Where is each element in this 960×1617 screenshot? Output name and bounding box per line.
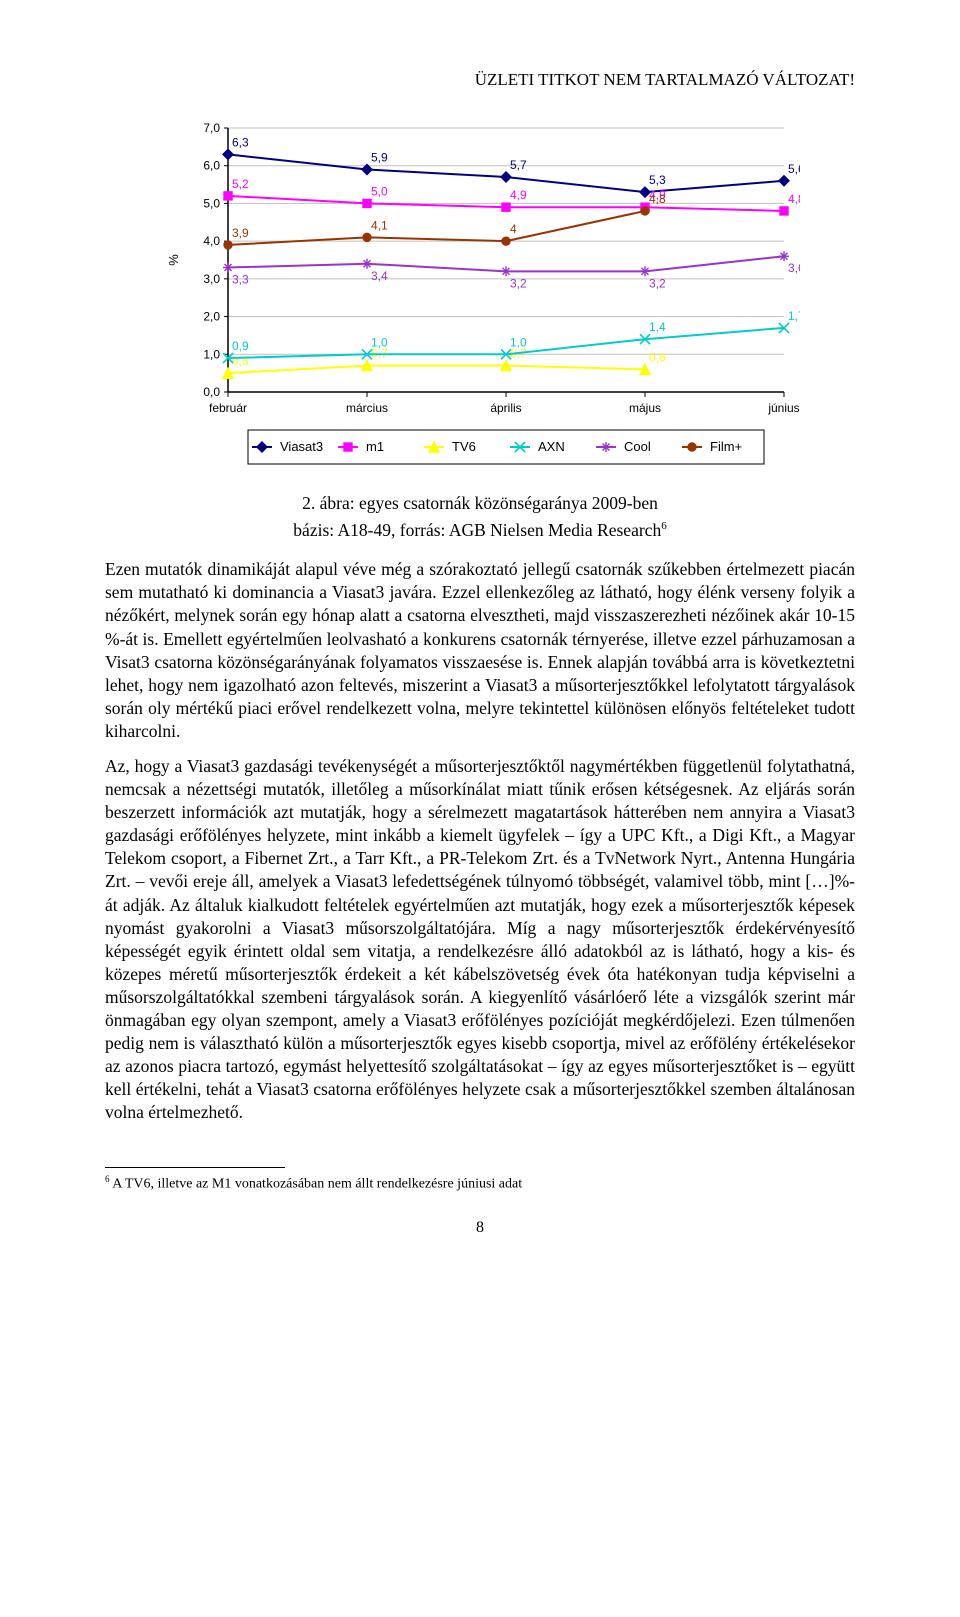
svg-text:3,3: 3,3 — [232, 273, 249, 287]
svg-text:1,7: 1,7 — [788, 309, 800, 323]
svg-text:3,0: 3,0 — [203, 272, 220, 286]
svg-text:AXN: AXN — [538, 439, 565, 454]
svg-text:1,0: 1,0 — [371, 335, 388, 349]
svg-text:4,8: 4,8 — [649, 192, 666, 206]
svg-text:6,0: 6,0 — [203, 159, 220, 173]
svg-text:Film+: Film+ — [710, 439, 742, 454]
footnote-6: 6 A TV6, illetve az M1 vonatkozásában ne… — [105, 1174, 855, 1194]
svg-text:5,3: 5,3 — [649, 173, 666, 187]
svg-text:3,9: 3,9 — [232, 226, 249, 240]
svg-text:4,0: 4,0 — [203, 234, 220, 248]
svg-text:3,4: 3,4 — [371, 269, 388, 283]
svg-text:7,0: 7,0 — [203, 121, 220, 135]
svg-text:5,0: 5,0 — [203, 196, 220, 210]
svg-text:április: április — [490, 401, 521, 415]
svg-text:4: 4 — [510, 222, 517, 236]
svg-text:5,9: 5,9 — [371, 150, 388, 164]
svg-text:%: % — [166, 254, 181, 266]
svg-text:0,6: 0,6 — [649, 350, 666, 364]
svg-text:1,0: 1,0 — [203, 347, 220, 361]
svg-text:0,0: 0,0 — [203, 385, 220, 399]
svg-text:1,4: 1,4 — [649, 320, 666, 334]
market-share-chart: 0,0 1,0 2,0 3,0 4,0 5,0 6,0 7,0% február március á… — [160, 118, 800, 478]
page-number: 8 — [105, 1219, 855, 1237]
footnote-separator — [105, 1167, 285, 1168]
svg-text:1,0: 1,0 — [510, 335, 527, 349]
svg-text:5,6: 5,6 — [788, 162, 800, 176]
svg-text:3,6: 3,6 — [788, 261, 800, 275]
svg-text:május: május — [629, 401, 661, 415]
svg-text:június: június — [767, 401, 799, 415]
caption-source: bázis: A18-49, forrás: AGB Nielsen Media… — [293, 520, 661, 540]
svg-text:Cool: Cool — [624, 439, 651, 454]
svg-text:6,3: 6,3 — [232, 135, 249, 149]
svg-text:TV6: TV6 — [452, 439, 476, 454]
svg-text:4,1: 4,1 — [371, 218, 388, 232]
svg-text:m1: m1 — [366, 439, 384, 454]
svg-text:0,9: 0,9 — [232, 339, 249, 353]
svg-text:február: február — [209, 401, 247, 415]
svg-text:3,2: 3,2 — [510, 276, 527, 290]
footnote-text: A TV6, illetve az M1 vonatkozásában nem … — [110, 1176, 523, 1191]
svg-text:0,5: 0,5 — [232, 354, 249, 368]
caption-title: 2. ábra: egyes csatornák közönségaránya … — [302, 493, 658, 513]
svg-text:4,9: 4,9 — [510, 188, 527, 202]
caption-footnote-ref: 6 — [661, 520, 667, 532]
svg-text:2,0: 2,0 — [203, 310, 220, 324]
svg-text:3,2: 3,2 — [649, 276, 666, 290]
svg-text:5,0: 5,0 — [371, 184, 388, 198]
svg-text:március: március — [346, 401, 388, 415]
figure-caption: 2. ábra: egyes csatornák közönségaránya … — [160, 490, 800, 544]
svg-text:5,7: 5,7 — [510, 158, 527, 172]
header-confidential: ÜZLETI TITKOT NEM TARTALMAZÓ VÁLTOZAT! — [105, 70, 855, 90]
chart-svg: 0,0 1,0 2,0 3,0 4,0 5,0 6,0 7,0% február március á… — [160, 118, 800, 478]
svg-text:Viasat3: Viasat3 — [280, 439, 323, 454]
paragraph-2: Az, hogy a Viasat3 gazdasági tevékenység… — [105, 755, 855, 1125]
svg-text:4,8: 4,8 — [788, 192, 800, 206]
paragraph-1: Ezen mutatók dinamikáját alapul véve még… — [105, 558, 855, 743]
svg-text:5,2: 5,2 — [232, 177, 249, 191]
